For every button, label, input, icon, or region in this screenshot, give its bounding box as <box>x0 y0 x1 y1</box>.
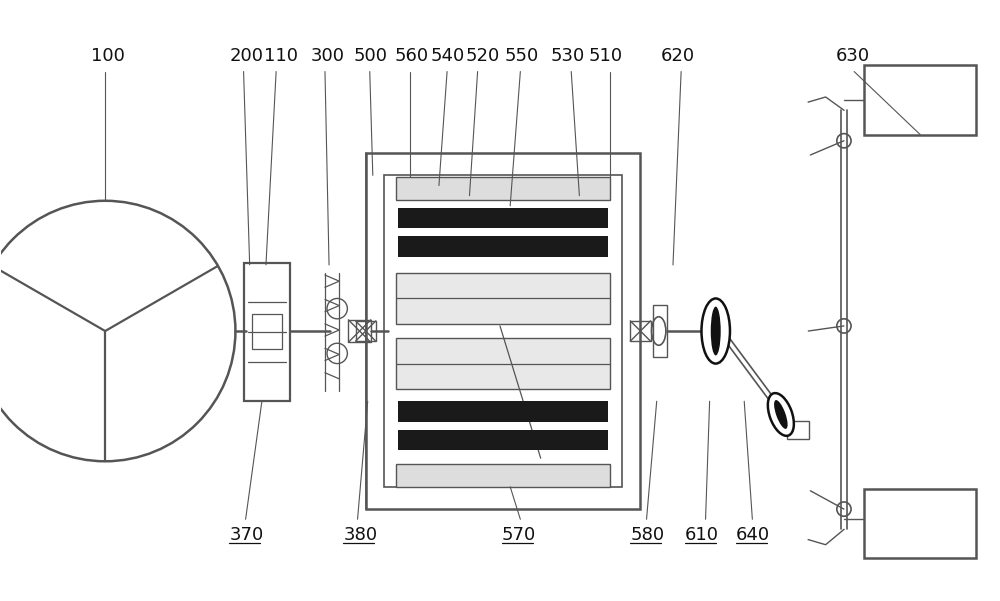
Bar <box>366 153 640 509</box>
Ellipse shape <box>768 393 794 436</box>
Text: 510: 510 <box>589 47 623 65</box>
Ellipse shape <box>711 307 721 355</box>
Bar <box>787 421 809 439</box>
Bar <box>348 320 371 342</box>
Bar <box>398 208 608 228</box>
Bar <box>356 321 376 341</box>
Bar <box>396 465 610 487</box>
Text: 380: 380 <box>343 526 377 545</box>
Bar <box>244 263 290 401</box>
Text: 550: 550 <box>504 47 538 65</box>
Text: 110: 110 <box>264 47 298 65</box>
Text: 520: 520 <box>465 47 500 65</box>
Bar <box>252 314 282 349</box>
Bar <box>398 236 608 257</box>
Text: 640: 640 <box>736 526 770 545</box>
Text: 580: 580 <box>630 526 664 545</box>
Text: 530: 530 <box>551 47 585 65</box>
Ellipse shape <box>774 400 788 429</box>
Bar <box>864 66 976 135</box>
Bar <box>396 338 610 389</box>
Text: 570: 570 <box>502 526 536 545</box>
Text: 540: 540 <box>431 47 465 65</box>
Text: 500: 500 <box>353 47 387 65</box>
Text: 620: 620 <box>661 47 695 65</box>
Bar <box>396 273 610 324</box>
Bar <box>864 489 976 558</box>
Bar <box>384 175 622 487</box>
Text: 300: 300 <box>311 47 345 65</box>
Bar <box>630 321 651 341</box>
Text: 610: 610 <box>685 526 719 545</box>
Text: 560: 560 <box>394 47 428 65</box>
Text: 200: 200 <box>229 47 263 65</box>
Bar <box>398 430 608 450</box>
Bar <box>398 401 608 421</box>
Text: 100: 100 <box>91 47 125 65</box>
Bar <box>653 305 667 358</box>
Text: 370: 370 <box>229 526 264 545</box>
Text: 630: 630 <box>836 47 870 65</box>
Bar <box>396 177 610 200</box>
Ellipse shape <box>701 299 730 364</box>
